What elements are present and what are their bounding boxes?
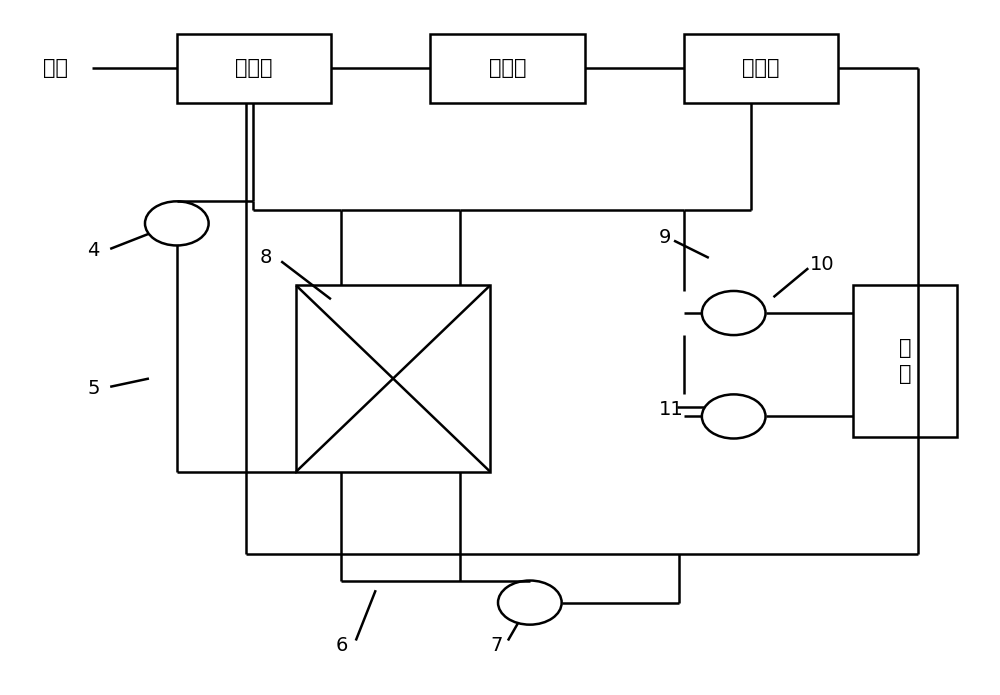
Text: 5: 5 bbox=[87, 379, 100, 398]
Text: 生化池: 生化池 bbox=[489, 58, 526, 79]
Bar bbox=[430, 34, 585, 103]
Text: 9: 9 bbox=[659, 228, 671, 247]
Text: 物化池: 物化池 bbox=[235, 58, 273, 79]
Bar bbox=[853, 286, 957, 437]
Text: 11: 11 bbox=[659, 400, 684, 419]
Text: 7: 7 bbox=[490, 636, 502, 655]
Bar bbox=[684, 34, 838, 103]
Bar bbox=[296, 286, 490, 472]
Text: 8: 8 bbox=[259, 248, 272, 268]
Text: 二沉池: 二沉池 bbox=[742, 58, 780, 79]
Text: 10: 10 bbox=[810, 255, 835, 275]
Text: 原水: 原水 bbox=[43, 58, 68, 79]
Bar bbox=[177, 34, 331, 103]
Text: 4: 4 bbox=[87, 241, 100, 261]
Text: 产
水: 产 水 bbox=[899, 338, 911, 384]
Text: 6: 6 bbox=[336, 636, 348, 655]
